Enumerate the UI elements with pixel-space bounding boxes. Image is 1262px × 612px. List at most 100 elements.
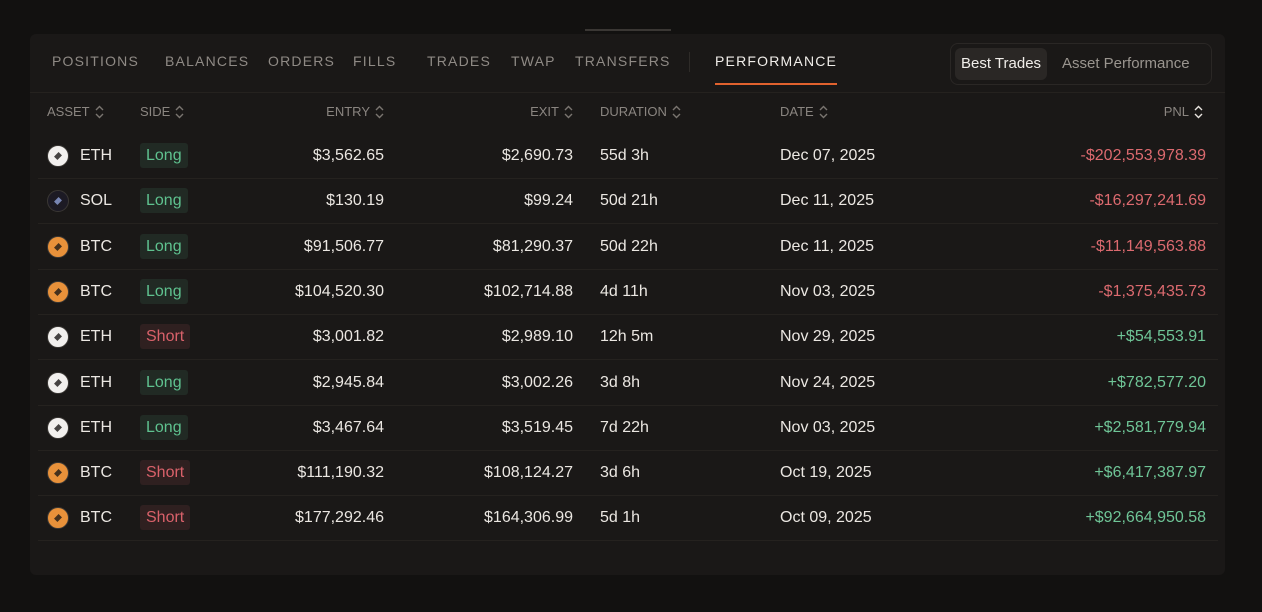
asset-icon-glyph xyxy=(54,423,62,432)
side-badge: Long xyxy=(140,188,188,214)
asset-icon xyxy=(47,280,69,303)
pnl: +$2,581,779.94 xyxy=(1094,418,1206,436)
view-toggle: Best Trades Asset Performance xyxy=(950,43,1212,85)
exit-price: $102,714.88 xyxy=(484,282,573,300)
date: Dec 11, 2025 xyxy=(780,237,874,255)
date: Dec 11, 2025 xyxy=(780,192,874,210)
header-label: EXIT xyxy=(530,104,559,119)
date: Nov 24, 2025 xyxy=(780,373,876,391)
asset: SOL xyxy=(80,192,113,210)
pnl: -$16,297,241.69 xyxy=(1089,192,1206,210)
top-indicator xyxy=(585,29,671,31)
asset-icon xyxy=(47,235,69,258)
side-badge: Short xyxy=(140,324,191,350)
asset: ETH xyxy=(80,373,112,391)
column-header[interactable]: DURATION xyxy=(600,104,681,119)
panel xyxy=(30,34,1225,575)
pnl: -$11,149,563.88 xyxy=(1090,237,1206,255)
column-header[interactable]: ASSET xyxy=(47,104,104,119)
duration: 7d 22h xyxy=(600,418,649,436)
asset-icon-glyph xyxy=(54,514,62,523)
table-row: ETH Long $3,467.64 $3,519.45 7d 22h Nov 03, 2… xyxy=(38,405,1218,451)
entry-price: $130.19 xyxy=(326,192,384,210)
sort-chevrons xyxy=(1194,105,1203,118)
asset-icon xyxy=(47,145,69,167)
tab[interactable]: TWAP xyxy=(511,53,556,69)
sort-chevrons xyxy=(95,105,104,118)
header-label: ENTRY xyxy=(326,104,370,119)
side-badge: Long xyxy=(140,143,188,168)
tab-separator xyxy=(689,52,690,72)
pnl: +$782,577.20 xyxy=(1107,373,1206,391)
duration: 12h 5m xyxy=(600,328,654,346)
duration: 4d 11h xyxy=(600,282,648,300)
column-header[interactable]: EXIT xyxy=(530,104,573,119)
asset-icon-glyph xyxy=(54,333,62,342)
header-label: DATE xyxy=(780,104,814,119)
asset-icon xyxy=(47,326,69,349)
header-label: PNL xyxy=(1163,104,1189,119)
duration: 5d 1h xyxy=(600,509,641,527)
toggle-button[interactable]: Asset Performance xyxy=(1062,55,1190,72)
sort-chevrons xyxy=(375,105,384,118)
tab[interactable]: TRADES xyxy=(427,53,491,69)
sort-chevrons xyxy=(819,105,828,118)
sort-chevrons xyxy=(175,105,184,118)
column-header[interactable]: SIDE xyxy=(140,104,184,119)
duration: 55d 3h xyxy=(600,147,649,164)
sort-chevrons xyxy=(564,105,573,118)
header-label: SIDE xyxy=(140,104,171,119)
table-row: BTC Short $111,190.32 $108,124.27 3d 6h Oct 1… xyxy=(38,450,1218,497)
duration: 3d 8h xyxy=(600,373,641,391)
tab[interactable]: BALANCES xyxy=(165,53,250,69)
sort-icon xyxy=(564,105,573,118)
asset-icon xyxy=(47,416,69,439)
table-row: BTC Long $104,520.30 $102,714.88 4d 11h Nov 0… xyxy=(38,269,1218,315)
table-row: ETH Long $3,562.65 $2,690.73 55d 3h Dec 07, 2… xyxy=(38,133,1218,179)
column-header[interactable]: PNL xyxy=(1164,104,1203,119)
entry-price: $177,292.46 xyxy=(295,509,384,527)
pnl: -$202,553,978.39 xyxy=(1080,147,1206,164)
exit-price: $2,989.10 xyxy=(501,328,573,346)
tab[interactable]: PERFORMANCE xyxy=(715,53,838,85)
asset-icon xyxy=(47,371,69,394)
asset-icon-glyph xyxy=(54,469,62,478)
asset: BTC xyxy=(80,282,112,300)
sort-icon xyxy=(819,105,828,118)
column-header[interactable]: DATE xyxy=(780,104,828,119)
tab[interactable]: TRANSFERS xyxy=(575,53,671,69)
entry-price: $3,562.65 xyxy=(312,147,384,164)
side-badge: Long xyxy=(140,414,188,440)
asset: BTC xyxy=(80,509,112,527)
entry-price: $2,945.84 xyxy=(312,373,384,391)
sort-icon xyxy=(375,105,384,118)
asset: ETH xyxy=(80,328,112,346)
tab[interactable]: ORDERS xyxy=(268,53,336,69)
side-badge: Short xyxy=(140,505,191,531)
entry-price: $3,467.64 xyxy=(312,418,384,436)
asset-icon xyxy=(47,507,69,530)
exit-price: $3,519.45 xyxy=(501,418,573,436)
toggle-button[interactable]: Best Trades xyxy=(955,48,1048,80)
tab[interactable]: FILLS xyxy=(353,53,397,69)
tab[interactable]: POSITIONS xyxy=(52,53,140,69)
exit-price: $81,290.37 xyxy=(492,237,573,255)
date: Nov 03, 2025 xyxy=(780,418,876,436)
asset-icon-glyph xyxy=(54,378,62,387)
date: Oct 09, 2025 xyxy=(780,509,872,527)
date: Dec 07, 2025 xyxy=(780,147,876,164)
asset-icon xyxy=(47,462,69,485)
pnl: -$1,375,435.73 xyxy=(1098,282,1206,300)
entry-price: $111,190.32 xyxy=(297,464,384,482)
asset-icon xyxy=(47,190,69,213)
asset: BTC xyxy=(80,464,112,482)
asset: BTC xyxy=(80,237,112,255)
side-badge: Long xyxy=(140,233,188,259)
side-badge: Long xyxy=(140,369,188,395)
asset-icon-glyph xyxy=(54,197,62,206)
column-header[interactable]: ENTRY xyxy=(326,104,384,119)
asset: ETH xyxy=(80,418,112,436)
exit-price: $164,306.99 xyxy=(484,509,573,527)
duration: 50d 22h xyxy=(600,237,658,255)
